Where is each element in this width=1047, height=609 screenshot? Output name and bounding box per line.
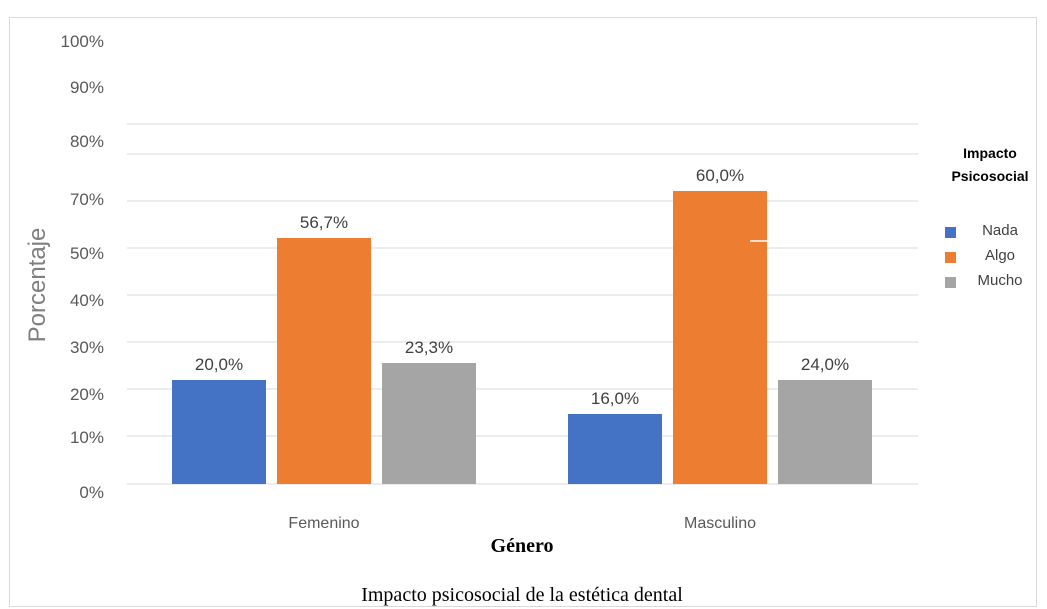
y-axis-label: Porcentaje <box>24 228 51 343</box>
legend-label-algo: Algo <box>985 247 1015 264</box>
y-tick-label: 90% <box>70 78 104 97</box>
legend-label-mucho: Mucho <box>977 272 1022 289</box>
legend-swatch-nada <box>945 227 956 238</box>
bar-algo-masculino <box>673 191 767 484</box>
x-axis-categories: Femenino Masculino <box>288 515 756 532</box>
x-category-label: Femenino <box>288 515 359 532</box>
bar-mucho-masculino <box>778 380 872 484</box>
y-tick-label: 10% <box>70 428 104 447</box>
legend-title-line1: Impacto <box>963 145 1017 161</box>
legend-label-nada: Nada <box>982 222 1019 239</box>
bar-nada-masculino <box>568 414 662 484</box>
data-label: 16,0% <box>591 389 639 408</box>
x-axis-label: Género <box>491 535 554 557</box>
y-tick-label: 20% <box>70 385 104 404</box>
y-axis-ticks: 0% 10% 20% 30% 40% 50% 70% 80% 90% 100% <box>61 32 104 502</box>
x-category-label: Masculino <box>684 515 756 532</box>
data-label: 60,0% <box>696 166 744 185</box>
bar-mucho-femenino <box>382 363 476 484</box>
legend: Impacto Psicosocial Nada Algo Mucho <box>945 145 1029 289</box>
bars <box>172 191 872 484</box>
y-tick-label: 70% <box>70 190 104 209</box>
chart-frame <box>9 17 1037 607</box>
data-label: 20,0% <box>195 355 243 374</box>
data-labels: 20,0% 56,7% 23,3% 16,0% 60,0% 24,0% <box>195 166 849 408</box>
y-tick-label: 0% <box>79 483 104 502</box>
data-label: 56,7% <box>300 213 348 232</box>
y-tick-label: 50% <box>70 244 104 263</box>
bar-nada-femenino <box>172 380 266 484</box>
y-tick-label: 100% <box>61 32 104 51</box>
data-label: 24,0% <box>801 355 849 374</box>
y-tick-label: 40% <box>70 291 104 310</box>
chart-caption: Impacto psicosocial de la estética denta… <box>361 584 683 606</box>
legend-swatch-mucho <box>945 277 956 288</box>
legend-title-line2: Psicosocial <box>951 168 1028 184</box>
y-tick-label: 80% <box>70 132 104 151</box>
bar-algo-femenino <box>277 238 371 484</box>
y-tick-label: 30% <box>70 338 104 357</box>
data-label: 23,3% <box>405 338 453 357</box>
legend-swatch-algo <box>945 252 956 263</box>
